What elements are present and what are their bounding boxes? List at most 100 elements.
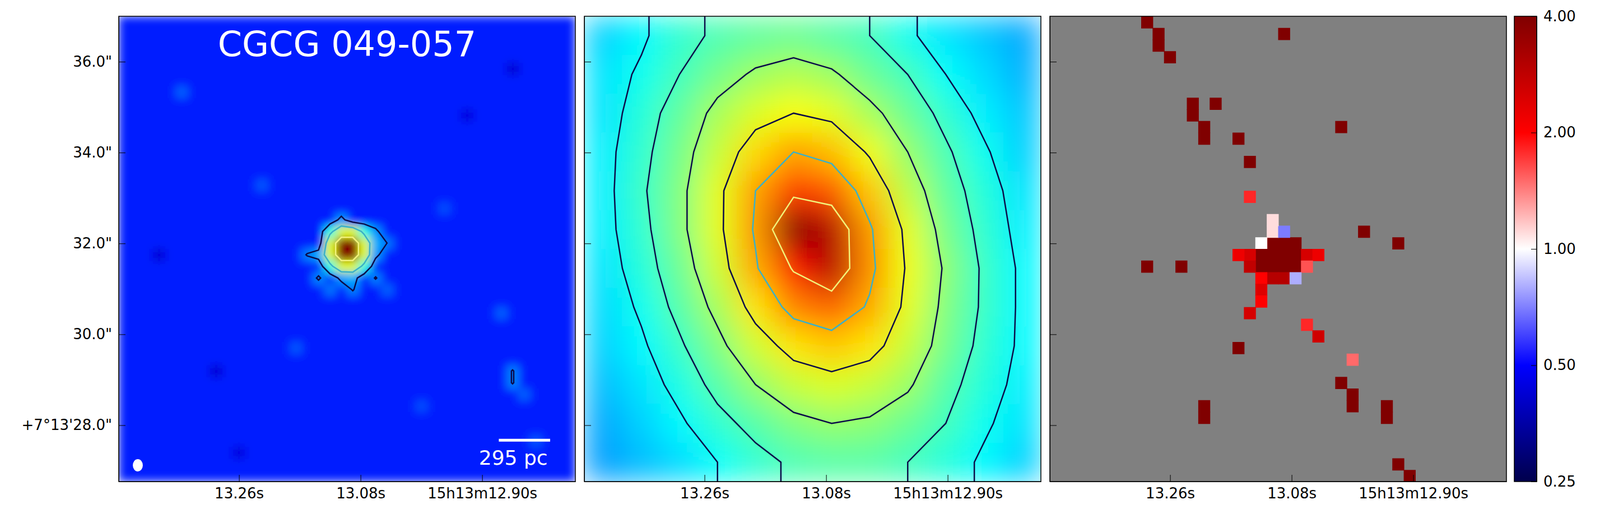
- contour: [324, 225, 371, 272]
- scale-bar: [498, 438, 551, 442]
- cell: [850, 365, 890, 405]
- colorbar-tick-label: 0.50: [1543, 356, 1576, 374]
- cell: [812, 248, 852, 288]
- y-tick-mark: [1049, 152, 1057, 153]
- contour: [752, 151, 876, 330]
- x-tick: 15h13m12.90s: [427, 474, 538, 502]
- cell: [1266, 214, 1279, 227]
- cell: [698, 132, 738, 172]
- cell: [1300, 248, 1313, 262]
- panel: 13.26s13.08s15h13m12.90s0.250.501.002.00…: [1049, 7, 1576, 502]
- y-tick-label: 34.0": [72, 143, 113, 161]
- cell: [584, 248, 623, 288]
- cell: [1187, 97, 1199, 110]
- cell: [507, 62, 519, 76]
- cell: [1335, 121, 1347, 134]
- y-axis: +7°13'28.0"30.0"32.0"34.0"36.0": [21, 16, 126, 482]
- cell: [736, 210, 776, 250]
- x-tick-mark: [1291, 474, 1293, 482]
- cell: [335, 260, 348, 273]
- cell: [622, 365, 662, 405]
- cell: [1278, 225, 1291, 239]
- cell: [926, 365, 966, 405]
- cell: [888, 171, 928, 211]
- cell: [1141, 260, 1153, 273]
- cell: [774, 210, 814, 250]
- cell: [584, 326, 623, 366]
- cell: [926, 287, 966, 327]
- cell: [1278, 28, 1291, 41]
- colorbar-tick-mark: [1531, 481, 1537, 482]
- beam: [132, 458, 143, 472]
- cell: [233, 446, 245, 459]
- cell: [1380, 400, 1393, 413]
- x-tick-label: 15h13m12.90s: [892, 484, 1003, 502]
- x-tick: 13.08s: [801, 474, 851, 502]
- cell: [850, 442, 890, 482]
- cell: [584, 171, 623, 211]
- cell: [415, 400, 428, 413]
- y-tick: [584, 61, 592, 63]
- cell: [660, 442, 700, 482]
- cell: [888, 248, 928, 288]
- x-axis-line: [119, 481, 576, 482]
- cell: [698, 248, 738, 288]
- y-tick-mark: [118, 333, 126, 335]
- cell: [507, 365, 519, 378]
- cell: [698, 287, 738, 327]
- cell: [1232, 341, 1245, 355]
- cell: [1198, 400, 1211, 413]
- x-tick: 13.08s: [1267, 474, 1317, 502]
- cell: [584, 16, 623, 56]
- cell: [660, 248, 700, 288]
- cell: [1312, 248, 1325, 262]
- y-tick: [1049, 152, 1057, 153]
- cell: [774, 248, 814, 288]
- cell: [1002, 171, 1041, 211]
- cell: [1255, 260, 1268, 273]
- x-tick-label: 13.08s: [1267, 484, 1317, 502]
- cell: [964, 248, 1004, 288]
- cell: [622, 403, 662, 444]
- cell: [1175, 260, 1188, 273]
- y-tick: 30.0": [72, 325, 126, 343]
- y-tick-mark: [1049, 243, 1057, 244]
- contour: [305, 216, 514, 384]
- cell: [736, 442, 776, 482]
- cell: [347, 236, 360, 250]
- x-tick: 15h13m12.90s: [892, 474, 1003, 502]
- cell: [1152, 39, 1165, 53]
- cell: [926, 210, 966, 250]
- cell: [660, 16, 700, 56]
- cell: [1312, 329, 1325, 343]
- cell: [736, 54, 776, 95]
- cell: [698, 210, 738, 250]
- cell: [175, 86, 188, 99]
- colorbar-tick-mark: [1531, 248, 1537, 250]
- plot-area: [118, 16, 576, 482]
- cell: [622, 171, 662, 211]
- cell: [888, 365, 928, 405]
- cell: [736, 326, 776, 366]
- cell: [324, 248, 337, 262]
- panel-title: CGCG 049-057: [217, 23, 477, 65]
- frame: [1049, 16, 1507, 482]
- cell: [964, 171, 1004, 211]
- cell: [622, 16, 662, 56]
- cell: [888, 403, 928, 444]
- cell: [1002, 287, 1041, 327]
- cells: [1049, 16, 1507, 482]
- frame: [584, 16, 1041, 482]
- cell: [1002, 16, 1041, 56]
- cell: [301, 248, 314, 262]
- cell: [736, 16, 776, 56]
- y-tick: 34.0": [72, 143, 126, 161]
- colorbar-tick: 4.00: [1531, 7, 1576, 25]
- cell: [1198, 132, 1211, 146]
- y-tick-mark: [118, 424, 126, 426]
- colorbar-tick: 1.00: [1531, 240, 1576, 258]
- cell: [358, 236, 371, 250]
- cell: [850, 403, 890, 444]
- cell: [964, 16, 1004, 56]
- y-tick-label: +7°13'28.0": [21, 416, 113, 434]
